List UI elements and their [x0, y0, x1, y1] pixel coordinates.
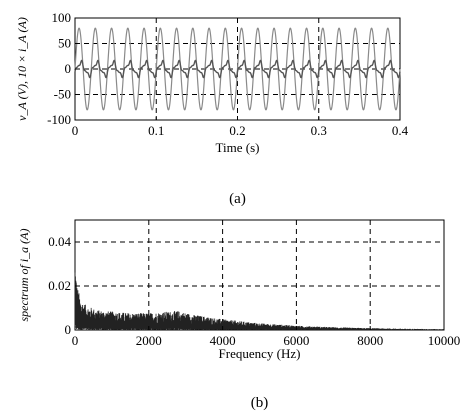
panel-a-x-ticks: 0 0.1 0.2 0.3 0.4	[72, 116, 409, 138]
x-tick-label: 0	[72, 333, 79, 348]
series-line-current	[74, 59, 401, 79]
y-tick-label: 0.04	[48, 234, 71, 249]
x-tick-label: 8000	[357, 333, 383, 348]
y-tick-label: -100	[47, 112, 71, 127]
panel-b-spectrum-chart: 0 2000 4000 6000 8000 10000 0 0.02 0.04 Frequen…	[17, 219, 461, 411]
spectrum-trace	[74, 272, 445, 330]
x-tick-label: 0.4	[392, 123, 409, 138]
panel-b-plot-frame	[74, 219, 445, 331]
panel-b-x-ticks: 0 2000 4000 6000 8000 10000	[72, 326, 461, 348]
y-tick-label: 100	[52, 10, 72, 25]
y-tick-label: 50	[58, 36, 71, 51]
x-tick-label: 0	[72, 123, 79, 138]
panel-b-x-axis-label: Frequency (Hz)	[219, 346, 301, 361]
x-tick-label: 10000	[428, 333, 461, 348]
x-tick-label: 4000	[210, 333, 236, 348]
panel-a-y-axis-label: v_A (V), 10 × i_A (A)	[15, 17, 29, 121]
panel-b-y-axis-label: spectrum of i_a (A)	[17, 229, 31, 322]
y-tick-label: 0	[65, 61, 72, 76]
panel-b-grid	[75, 220, 444, 330]
x-tick-label: 6000	[283, 333, 309, 348]
panel-b-caption: (b)	[251, 395, 269, 411]
panel-a-time-chart: 0 0.1 0.2 0.3 0.4 -100 -50 0 50 100 Time (s) v_A…	[15, 10, 409, 207]
panel-b-y-ticks: 0 0.02 0.04	[48, 234, 79, 337]
panel-a-y-ticks: -100 -50 0 50 100	[47, 10, 79, 127]
x-tick-label: 0.3	[311, 123, 327, 138]
panel-a-caption: (a)	[229, 191, 246, 207]
panel-b-series	[74, 272, 445, 330]
x-tick-label: 0.2	[229, 123, 245, 138]
panel-a-x-axis-label: Time (s)	[216, 140, 260, 155]
x-tick-label: 0.1	[148, 123, 164, 138]
x-tick-label: 2000	[136, 333, 162, 348]
y-tick-label: -50	[54, 87, 71, 102]
y-tick-label: 0	[65, 322, 72, 337]
y-tick-label: 0.02	[48, 278, 71, 293]
panel-a-series	[74, 27, 401, 111]
